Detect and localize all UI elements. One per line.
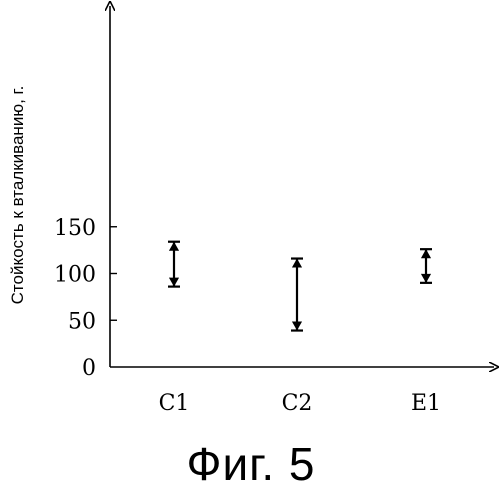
- y-tick-label: 150: [54, 216, 96, 241]
- category-label: E1: [411, 391, 441, 416]
- y-tick-label: 100: [54, 263, 96, 288]
- y-tick-label: 0: [82, 356, 96, 381]
- axes: [110, 6, 494, 367]
- range-bar-e1: [420, 249, 432, 283]
- range-bar-c1: [168, 242, 180, 287]
- range-bar-c2: [291, 259, 303, 331]
- category-label: C2: [282, 391, 313, 416]
- range-bars: [168, 242, 432, 331]
- figure-caption: Фиг. 5: [0, 437, 502, 491]
- y-axis-label: Стойкость к вталкиванию, г.: [8, 86, 27, 305]
- range-chart: 0 50 100 150 C1 C2 E1 Стойкость к вталкиванию…: [0, 0, 502, 440]
- y-ticks: 0 50 100 150: [54, 216, 117, 381]
- x-categories: C1 C2 E1: [159, 391, 441, 416]
- y-tick-label: 50: [68, 309, 96, 334]
- category-label: C1: [159, 391, 190, 416]
